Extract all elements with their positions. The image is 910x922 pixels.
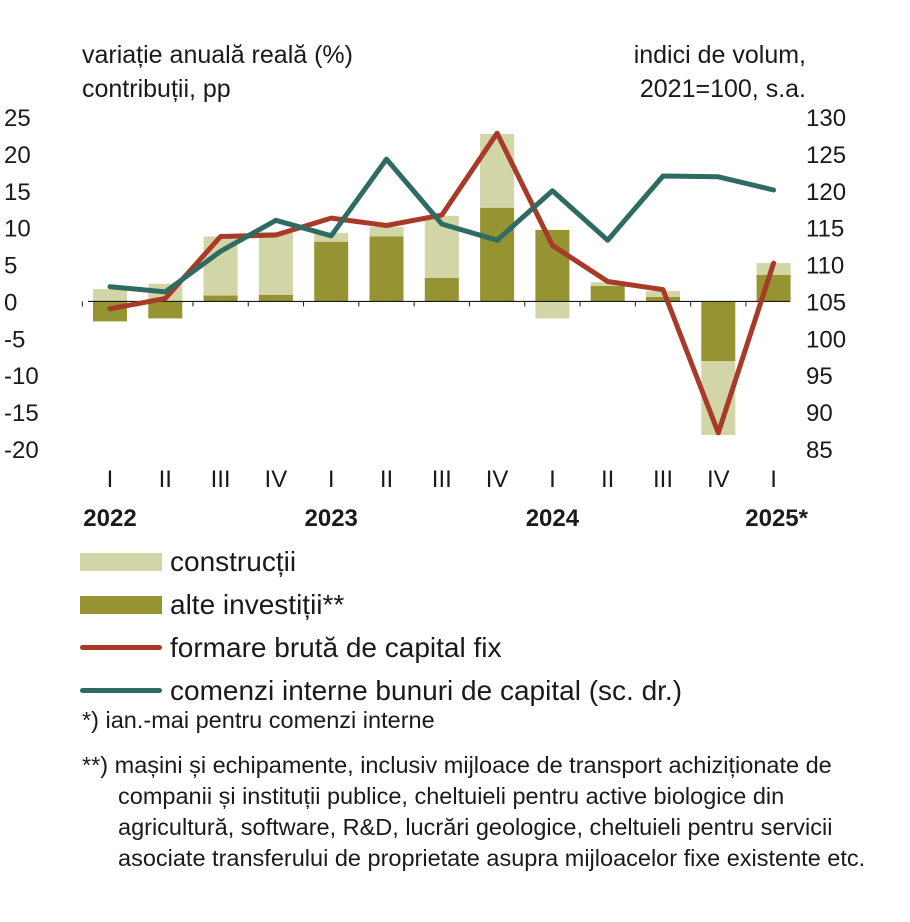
bar-constructii-5	[369, 226, 404, 237]
left-tick-label: -10	[4, 363, 39, 390]
x-category-label: I	[770, 466, 777, 493]
right-tick-label: 120	[806, 179, 846, 206]
bar-alte-investitii-2	[203, 295, 238, 302]
right-tick-label: 130	[806, 105, 846, 132]
legend-item-alte-investitii: alte investiții**	[80, 583, 682, 626]
left-tick-label: 15	[4, 179, 31, 206]
x-category-label: I	[107, 466, 114, 493]
x-category-label: II	[380, 466, 393, 493]
x-category-label: IV	[707, 466, 730, 493]
left-tick-label: 5	[4, 253, 17, 280]
right-tick-label: 115	[806, 216, 844, 243]
bar-alte-investitii-7	[480, 207, 515, 302]
bar-alte-investitii-4	[314, 241, 349, 302]
left-tick-label: 25	[4, 105, 31, 132]
legend: construcții alte investiții** formare br…	[80, 540, 682, 712]
right-axis-title-line1: indici de volum,	[634, 41, 806, 69]
bar-constructii-8	[535, 301, 570, 319]
x-category-label: III	[653, 466, 673, 493]
right-tick-label: 100	[806, 326, 846, 353]
right-tick-label: 125	[806, 142, 846, 169]
x-year-label: 2024	[526, 505, 580, 532]
right-tick-label: 90	[806, 400, 833, 427]
x-year-label: 2023	[305, 505, 358, 532]
legend-label-alte-investitii: alte investiții**	[170, 588, 345, 620]
legend-swatch-alte-investitii	[80, 595, 162, 614]
legend-label-fbcf: formare brută de capital fix	[170, 631, 502, 663]
left-tick-label: -20	[4, 437, 39, 464]
legend-item-comenzi: comenzi interne bunuri de capital (sc. d…	[80, 669, 682, 712]
x-year-label: 2022	[83, 505, 136, 532]
bar-constructii-9	[590, 282, 625, 286]
legend-item-fbcf: formare brută de capital fix	[80, 626, 682, 669]
left-tick-label: 0	[4, 289, 17, 316]
footnote-1: *) ian.-mai pentru comenzi interne	[82, 707, 435, 733]
left-axis-title-line2: contribuții, pp	[82, 75, 231, 103]
x-category-label: IV	[265, 466, 288, 493]
right-tick-label: 105	[806, 289, 846, 316]
bar-alte-investitii-1	[148, 301, 183, 319]
x-category-label: IV	[486, 466, 509, 493]
x-year-label: 2025*	[745, 505, 808, 532]
legend-swatch-comenzi	[80, 688, 162, 693]
right-tick-label: 85	[806, 437, 833, 464]
x-category-label: III	[211, 466, 231, 493]
x-category-label: II	[601, 466, 614, 493]
x-category-label: I	[549, 466, 556, 493]
bar-alte-investitii-9	[590, 285, 625, 302]
bar-alte-investitii-11	[701, 301, 736, 362]
legend-label-constructii: construcții	[170, 545, 297, 577]
left-axis-title-line1: variație anuală reală (%)	[82, 41, 353, 69]
bar-alte-investitii-6	[424, 277, 459, 302]
x-category-label: III	[432, 466, 452, 493]
legend-item-constructii: construcții	[80, 540, 682, 583]
right-tick-label: 95	[806, 363, 833, 390]
right-tick-label: 110	[806, 253, 844, 280]
chart-area: variație anuală reală (%) contribuții, p…	[4, 41, 846, 532]
footnote-2: **) mașini și echipamente, inclusiv mijl…	[82, 752, 866, 871]
x-category-label: I	[328, 466, 335, 493]
left-tick-label: -5	[4, 326, 25, 353]
x-category-label: II	[159, 466, 172, 493]
bar-constructii-0	[93, 288, 127, 302]
bar-alte-investitii-3	[258, 294, 293, 302]
left-tick-label: -15	[4, 400, 39, 427]
bar-constructii-3	[258, 232, 293, 295]
line-formare-bruta	[107, 130, 777, 436]
bar-constructii-7	[480, 133, 515, 208]
legend-swatch-fbcf	[80, 645, 162, 650]
bar-alte-investitii-5	[369, 236, 404, 302]
left-tick-label: 10	[4, 216, 31, 243]
right-axis-title-line2: 2021=100, s.a.	[640, 75, 806, 103]
left-tick-label: 20	[4, 142, 31, 169]
legend-label-comenzi: comenzi interne bunuri de capital (sc. d…	[170, 674, 683, 706]
bar-alte-investitii-10	[646, 297, 680, 302]
legend-swatch-constructii	[80, 552, 162, 571]
line-comenzi-interne	[107, 156, 777, 295]
footnotes: *) ian.-mai pentru comenzi interne **) m…	[82, 705, 902, 874]
